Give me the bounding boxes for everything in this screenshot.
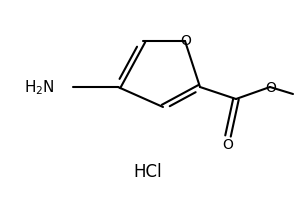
Text: $\mathregular{H_2N}$: $\mathregular{H_2N}$ [24, 78, 55, 97]
Text: O: O [181, 34, 191, 48]
Text: HCl: HCl [134, 162, 162, 180]
Text: O: O [223, 137, 233, 151]
Text: O: O [266, 81, 276, 95]
